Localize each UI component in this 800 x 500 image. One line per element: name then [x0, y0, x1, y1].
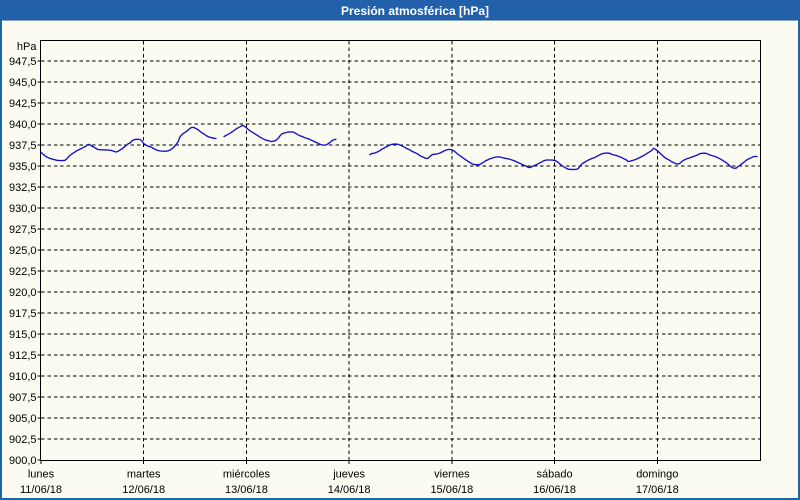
svg-text:947,5: 947,5: [9, 56, 37, 68]
svg-text:12/06/18: 12/06/18: [122, 484, 165, 496]
svg-text:900,0: 900,0: [9, 455, 37, 467]
svg-text:902,5: 902,5: [9, 434, 37, 446]
svg-text:15/06/18: 15/06/18: [430, 484, 473, 496]
svg-text:932,5: 932,5: [9, 182, 37, 194]
svg-text:922,5: 922,5: [9, 266, 37, 278]
svg-text:937,5: 937,5: [9, 140, 37, 152]
svg-text:hPa: hPa: [17, 41, 37, 53]
svg-text:907,5: 907,5: [9, 392, 37, 404]
svg-text:930,0: 930,0: [9, 203, 37, 215]
svg-text:915,0: 915,0: [9, 329, 37, 341]
svg-text:Presión atmosférica [hPa]: Presión atmosférica [hPa]: [341, 4, 489, 18]
svg-text:917,5: 917,5: [9, 308, 37, 320]
svg-text:miércoles: miércoles: [223, 469, 271, 481]
svg-text:martes: martes: [127, 469, 161, 481]
svg-text:jueves: jueves: [332, 469, 365, 481]
svg-text:925,0: 925,0: [9, 245, 37, 257]
svg-text:905,0: 905,0: [9, 413, 37, 425]
svg-text:942,5: 942,5: [9, 98, 37, 110]
svg-text:940,0: 940,0: [9, 119, 37, 131]
svg-text:945,0: 945,0: [9, 77, 37, 89]
svg-text:13/06/18: 13/06/18: [225, 484, 268, 496]
svg-text:11/06/18: 11/06/18: [20, 484, 62, 496]
svg-text:920,0: 920,0: [9, 287, 37, 299]
svg-text:935,0: 935,0: [9, 161, 37, 173]
svg-text:sábado: sábado: [537, 469, 573, 481]
svg-text:viernes: viernes: [434, 469, 470, 481]
svg-text:912,5: 912,5: [9, 350, 37, 362]
svg-text:domingo: domingo: [636, 469, 678, 481]
svg-text:17/06/18: 17/06/18: [636, 484, 679, 496]
svg-text:927,5: 927,5: [9, 224, 37, 236]
svg-text:16/06/18: 16/06/18: [533, 484, 576, 496]
svg-text:14/06/18: 14/06/18: [328, 484, 371, 496]
svg-text:910,0: 910,0: [9, 371, 37, 383]
svg-text:lunes: lunes: [28, 469, 55, 481]
